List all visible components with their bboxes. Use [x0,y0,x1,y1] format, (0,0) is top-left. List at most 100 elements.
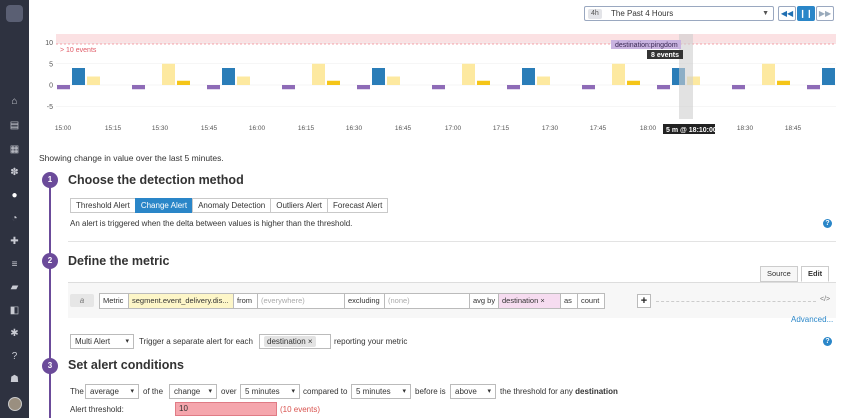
time-pause-button[interactable]: ❙❙ [797,6,815,21]
chart-bar[interactable] [507,85,520,90]
alert-threshold-input[interactable]: 10 [175,402,277,416]
add-function-button[interactable]: + [637,294,651,308]
metric-selector[interactable]: segment.event_delivery.dis... [128,293,234,309]
trigger-text: Trigger a separate alert for each [139,337,253,346]
tab-anomaly-detection[interactable]: Anomaly Detection [192,198,272,213]
chart-bar[interactable] [132,85,145,90]
step-3-title: Set alert conditions [68,358,184,372]
settings-icon[interactable]: ✱ [10,328,19,339]
chart-bar[interactable] [387,76,400,86]
aggregation-select[interactable]: average ▾ [85,384,139,399]
chart-bar[interactable] [477,80,490,85]
chart-bar[interactable] [657,85,670,90]
cond-suffix-tag: destination [575,387,618,396]
notebook-icon[interactable]: ▰ [10,282,19,293]
step-1-title: Choose the detection method [68,173,244,187]
as-selector[interactable]: count [577,293,605,309]
chart-bar[interactable] [807,85,820,90]
chart-bar[interactable] [357,85,370,90]
window-select[interactable]: 5 minutes ▾ [240,384,300,399]
chart-bar[interactable] [522,68,535,85]
code-icon[interactable]: </> [820,296,831,303]
chart-bar[interactable] [57,85,70,90]
trigger-tag[interactable]: destination × [264,336,316,347]
puzzle-icon[interactable]: ✚ [10,236,19,247]
chart-bar[interactable] [732,85,745,90]
tooltip-series: destination:pingdom [615,42,678,49]
chart-bar[interactable] [87,76,100,86]
step-connector [49,180,51,418]
chart-bar[interactable] [282,85,295,90]
logs-icon[interactable]: ≡ [11,259,18,270]
team-icon[interactable]: ☗ [10,374,19,385]
step-2-badge: 2 [42,253,58,269]
chart-bar[interactable] [177,80,190,85]
change-type-select[interactable]: change ▾ [169,384,217,399]
detection-description: An alert is triggered when the delta bet… [70,219,353,228]
multi-alert-select[interactable]: Multi Alert ▾ [70,334,134,349]
step-3-badge: 3 [42,358,58,374]
time-back-button[interactable]: ◀◀ [778,6,796,21]
avg-by-tag[interactable]: destination × [498,293,561,309]
from-input[interactable]: (everywhere) [257,293,345,309]
chart-bar[interactable] [327,80,340,85]
timeframe-badge: 4h [588,9,602,19]
tab-forecast-alert[interactable]: Forecast Alert [327,198,389,213]
x-tick-label: 18:00 [640,125,657,132]
monitors-icon[interactable]: ● [11,190,18,201]
cursor-time: 5 m @ 18:10:00 [666,127,717,134]
chart-bar[interactable] [372,68,385,85]
chart-bar[interactable] [822,68,835,85]
chart-bar[interactable] [312,63,325,85]
chart-bar[interactable] [612,63,625,85]
help-icon[interactable]: ? [823,219,832,228]
chart-bar[interactable] [582,85,595,90]
trigger-tag-input[interactable]: destination × [259,334,331,349]
metrics-icon[interactable]: ▦ [9,144,20,155]
comparator-select[interactable]: above ▾ [450,384,496,399]
chart-bar[interactable] [222,68,235,85]
chart-bar[interactable] [627,80,640,85]
chart-bar[interactable] [777,80,790,85]
help-icon[interactable]: ? [823,337,832,346]
advanced-link[interactable]: Advanced... [791,315,834,324]
apm-icon[interactable]: ◔ [11,213,18,224]
source-tab[interactable]: Source [760,266,798,282]
chart-bar[interactable] [207,85,220,90]
window-value: 5 minutes [245,387,280,396]
security-icon[interactable]: ◧ [9,305,20,316]
x-tick-label: 15:45 [201,125,218,132]
help-icon[interactable]: ? [11,351,18,362]
chart-bar[interactable] [432,85,445,90]
integrations-icon[interactable]: ✽ [10,167,19,178]
chart-bar[interactable] [72,68,85,85]
compare-window-select[interactable]: 5 minutes ▾ [351,384,411,399]
y-tick-label: -5 [47,104,53,111]
chart-bar[interactable] [462,63,475,85]
time-forward-button[interactable]: ▶▶ [816,6,834,21]
home-icon[interactable]: ⌂ [11,96,18,107]
chart-caption: Showing change in value over the last 5 … [39,153,224,163]
chart-bar[interactable] [237,76,250,86]
threshold-label: Alert threshold: [70,405,124,414]
hover-cursor-band [679,34,693,119]
chart-bar[interactable] [762,63,775,85]
tab-outliers-alert[interactable]: Outliers Alert [270,198,329,213]
datadog-logo[interactable] [6,5,23,22]
metric-chart[interactable]: > 10 events 10 5 0 -5 15:00 15:15 15:30 15:45 1… [29,30,847,140]
avg-by-label: avg by [469,293,499,309]
chevron-down-icon: ▼ [762,10,769,17]
timeframe-selector[interactable]: 4h The Past 4 Hours ▼ [584,6,774,21]
x-tick-label: 16:00 [249,125,266,132]
dashboard-icon[interactable]: ▤ [9,120,20,131]
y-tick-label: 10 [45,40,53,47]
tab-change-alert[interactable]: Change Alert [134,198,194,213]
from-label: from [233,293,258,309]
edit-tab[interactable]: Edit [801,266,830,282]
avatar[interactable] [8,397,22,411]
chart-bar[interactable] [687,76,700,86]
chart-bar[interactable] [537,76,550,86]
chart-bar[interactable] [162,63,175,85]
excluding-input[interactable]: (none) [384,293,470,309]
tab-threshold-alert[interactable]: Threshold Alert [70,198,136,213]
